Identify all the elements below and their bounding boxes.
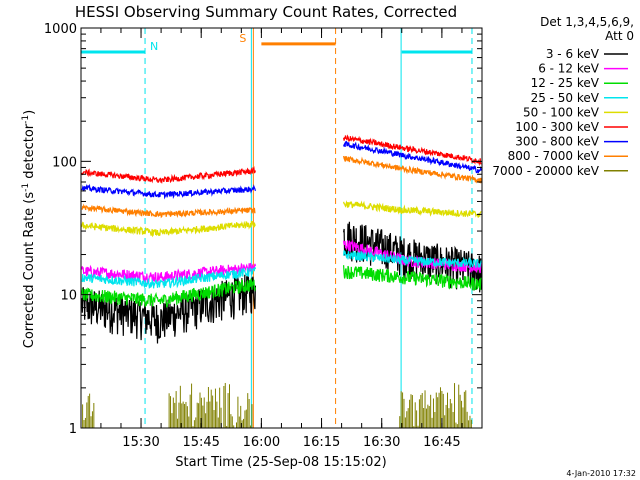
y-tick-label: 10 xyxy=(60,289,77,304)
footer-date: 4-Jan-2010 17:32 xyxy=(566,469,636,478)
x-tick-label: 16:30 xyxy=(363,435,400,450)
series-line-7 xyxy=(81,203,256,219)
flag-label: N xyxy=(150,40,158,53)
legend-entry-label: 800 - 7000 keV xyxy=(508,149,600,163)
x-tick-label: 15:45 xyxy=(182,435,219,450)
y-tick-label: 1 xyxy=(69,422,77,437)
legend-entry-label: 6 - 12 keV xyxy=(538,62,600,76)
series-layer xyxy=(81,134,482,428)
series-line-5 xyxy=(81,166,256,185)
series-line-0 xyxy=(81,274,256,344)
legend-entry-label: 3 - 6 keV xyxy=(546,47,600,61)
series-line-6 xyxy=(343,140,482,174)
legend-entry-label: 12 - 25 keV xyxy=(531,76,600,90)
y-tick-label: 1000 xyxy=(44,22,77,37)
series-line-6 xyxy=(81,183,256,200)
series-line-4 xyxy=(81,220,256,238)
legend-header-line1: Det 1,3,4,5,6,9, xyxy=(540,15,634,29)
x-tick-label: 15:30 xyxy=(122,435,159,450)
series-line-3 xyxy=(343,250,482,268)
series-line-2 xyxy=(343,265,482,291)
series-line-3 xyxy=(81,267,256,289)
flag-label: S xyxy=(239,32,246,45)
y-axis-label-end: ) xyxy=(22,110,37,115)
series-line-0 xyxy=(343,221,482,293)
series-line-2 xyxy=(81,278,256,308)
chart-title: HESSI Observing Summary Count Rates, Cor… xyxy=(75,3,457,21)
legend-entry-label: 7000 - 20000 keV xyxy=(492,164,599,178)
y-axis-label-sup1: -1 xyxy=(21,183,31,192)
axis-layer: 15:30 15:45 16:00 16:15 16:30 16:45 1 10 100 1000 xyxy=(44,22,482,450)
y-axis-label-main: Corrected Count Rate (s xyxy=(22,192,37,349)
y-axis-label-sup2: -1 xyxy=(21,115,31,124)
series-line-4 xyxy=(343,200,482,218)
series-line-7 xyxy=(343,155,482,184)
legend-entry-label: 300 - 800 keV xyxy=(515,135,599,149)
y-axis-label-mid: detector xyxy=(22,123,37,183)
series-line-5 xyxy=(343,134,482,167)
legend-header-line2: Att 0 xyxy=(605,29,634,43)
series-line-1 xyxy=(81,262,256,285)
x-tick-label: 16:45 xyxy=(423,435,460,450)
x-tick-label: 16:00 xyxy=(243,435,280,450)
legend-entry-label: 50 - 100 keV xyxy=(523,105,600,119)
legend-entry-label: 25 - 50 keV xyxy=(531,91,600,105)
legend-entry-label: 100 - 300 keV xyxy=(515,120,599,134)
x-axis-label: Start Time (25-Sep-08 15:15:02) xyxy=(175,455,386,470)
y-tick-label: 100 xyxy=(52,155,77,170)
x-tick-label: 16:15 xyxy=(303,435,340,450)
y-axis-label: Corrected Count Rate (s-1 detector-1) xyxy=(21,110,37,348)
flag-layer: NS xyxy=(80,28,473,428)
